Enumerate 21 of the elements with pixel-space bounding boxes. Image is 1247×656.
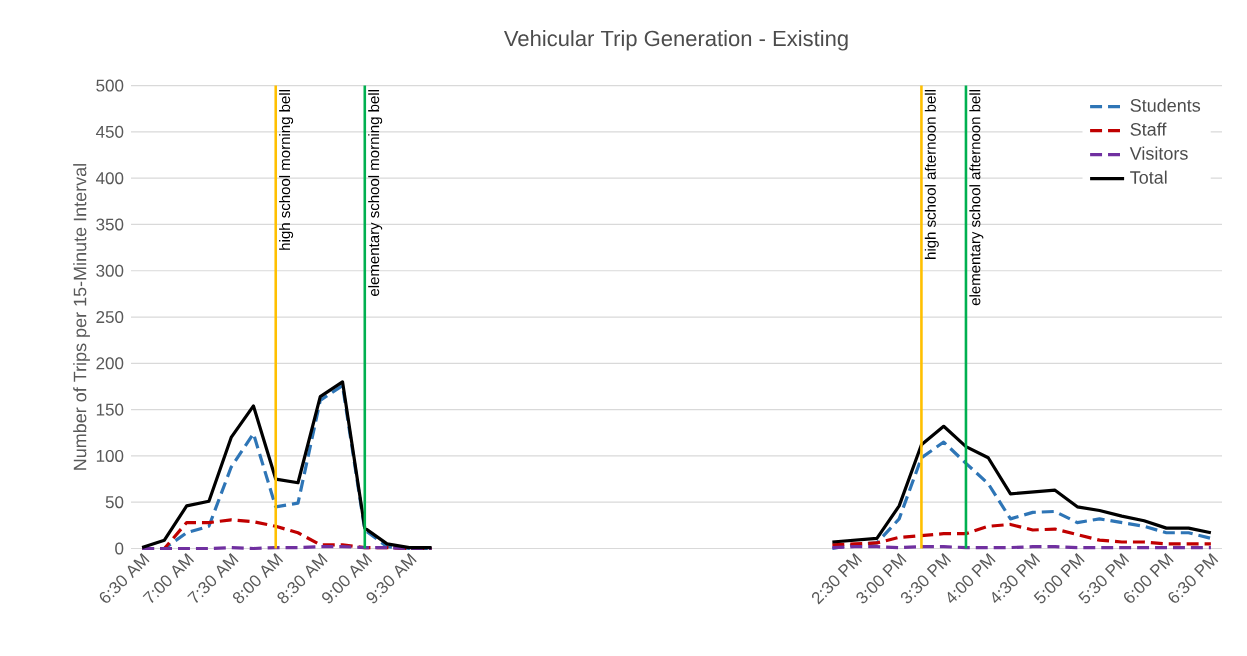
legend-label: Visitors bbox=[1129, 146, 1188, 160]
y-tick-label: 200 bbox=[96, 357, 124, 370]
y-tick-label: 50 bbox=[105, 496, 124, 509]
chart-title: Vehicular Trip Generation - Existing bbox=[503, 30, 848, 51]
y-tick-label: 300 bbox=[96, 264, 124, 277]
y-tick-label: 150 bbox=[96, 403, 124, 416]
ref-line-label: high school morning bell bbox=[279, 90, 294, 250]
legend-label: Staff bbox=[1130, 122, 1167, 136]
ref-line-label: elementary school afternoon bell bbox=[969, 90, 984, 306]
y-tick-label: 450 bbox=[95, 125, 124, 138]
legend-label: Students bbox=[1130, 98, 1201, 112]
y-tick-label: 250 bbox=[96, 311, 124, 324]
y-tick-label: 400 bbox=[95, 172, 124, 185]
y-tick-label: 100 bbox=[96, 449, 124, 462]
y-tick-label: 0 bbox=[115, 542, 124, 555]
y-axis-title: Number of Trips per 15-Minute Interval bbox=[73, 164, 90, 470]
ref-line-label: high school afternoon bell bbox=[924, 90, 939, 259]
ref-line-label: elementary school morning bell bbox=[368, 90, 383, 296]
y-tick-label: 350 bbox=[96, 218, 124, 231]
legend-label: Total bbox=[1130, 170, 1167, 184]
y-tick-label: 500 bbox=[96, 79, 124, 92]
